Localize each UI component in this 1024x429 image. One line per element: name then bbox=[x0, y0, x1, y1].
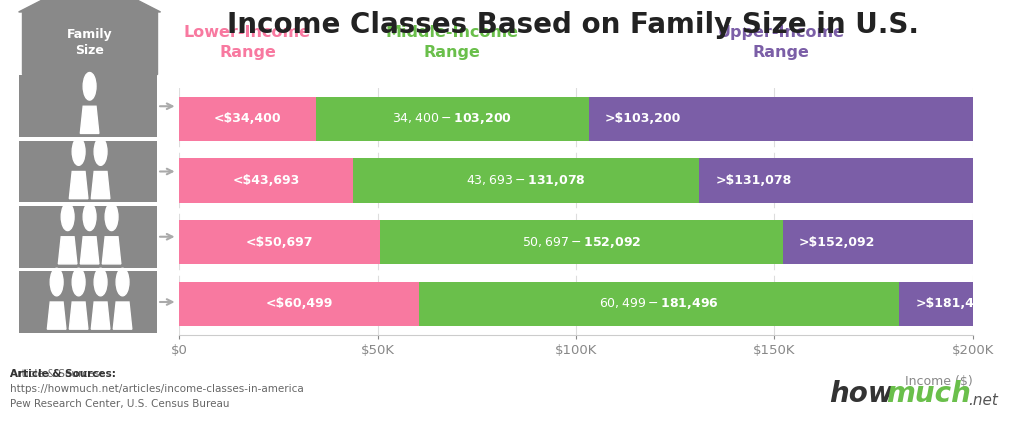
Polygon shape bbox=[91, 172, 110, 199]
Text: Lower-Income
Range: Lower-Income Range bbox=[184, 25, 311, 60]
Text: $34,400 - $103,200: $34,400 - $103,200 bbox=[392, 111, 512, 126]
Text: <$43,693: <$43,693 bbox=[232, 174, 299, 187]
Circle shape bbox=[50, 268, 63, 296]
Text: $50,697 - $152,092: $50,697 - $152,092 bbox=[522, 235, 641, 250]
Circle shape bbox=[83, 203, 96, 230]
Text: Article & Sources:
https://howmuch.net/articles/income-classes-in-america
Pew Re: Article & Sources: https://howmuch.net/a… bbox=[10, 369, 304, 408]
Circle shape bbox=[83, 73, 96, 100]
Bar bbox=[589, 97, 973, 141]
Bar bbox=[899, 281, 973, 326]
Bar bbox=[179, 158, 352, 202]
Circle shape bbox=[73, 138, 85, 165]
Bar bbox=[18, 271, 158, 333]
Text: <$50,697: <$50,697 bbox=[246, 236, 313, 249]
Circle shape bbox=[94, 268, 106, 296]
Text: $60,499 - $181,496: $60,499 - $181,496 bbox=[599, 296, 719, 311]
Bar bbox=[419, 281, 899, 326]
Bar bbox=[18, 76, 158, 137]
Polygon shape bbox=[58, 237, 77, 264]
Circle shape bbox=[116, 268, 129, 296]
Circle shape bbox=[73, 268, 85, 296]
Bar bbox=[179, 97, 315, 141]
Polygon shape bbox=[114, 302, 132, 329]
Bar bbox=[699, 158, 973, 202]
Text: Family
Size: Family Size bbox=[67, 28, 113, 57]
Text: $43,693 - $131,078: $43,693 - $131,078 bbox=[466, 173, 586, 188]
Polygon shape bbox=[102, 237, 121, 264]
Polygon shape bbox=[70, 302, 88, 329]
Polygon shape bbox=[47, 302, 66, 329]
Polygon shape bbox=[91, 302, 110, 329]
Text: >$103,200: >$103,200 bbox=[604, 112, 681, 125]
Polygon shape bbox=[70, 172, 88, 199]
Bar bbox=[18, 141, 158, 202]
Bar bbox=[18, 206, 158, 268]
Text: >$131,078: >$131,078 bbox=[715, 174, 792, 187]
Polygon shape bbox=[80, 106, 99, 133]
Text: Upper-Income
Range: Upper-Income Range bbox=[717, 25, 844, 60]
Circle shape bbox=[105, 203, 118, 230]
Polygon shape bbox=[80, 237, 99, 264]
Bar bbox=[315, 97, 589, 141]
Circle shape bbox=[61, 203, 74, 230]
Text: much: much bbox=[886, 380, 971, 408]
Text: >$152,092: >$152,092 bbox=[799, 236, 874, 249]
Text: <$60,499: <$60,499 bbox=[265, 297, 333, 310]
Bar bbox=[179, 281, 419, 326]
Text: .net: .net bbox=[968, 393, 997, 408]
Circle shape bbox=[94, 138, 106, 165]
Text: <$34,400: <$34,400 bbox=[214, 112, 282, 125]
Bar bbox=[352, 158, 699, 202]
Polygon shape bbox=[23, 12, 158, 74]
Text: Income ($): Income ($) bbox=[905, 375, 973, 388]
Text: how: how bbox=[829, 380, 894, 408]
Bar bbox=[380, 220, 782, 264]
Bar bbox=[179, 220, 380, 264]
Text: Income Classes Based on Family Size in U.S.: Income Classes Based on Family Size in U… bbox=[227, 11, 920, 39]
Text: >$181,496: >$181,496 bbox=[915, 297, 991, 310]
Text: Middle-Income
Range: Middle-Income Range bbox=[386, 25, 519, 60]
Text: Article & Sources:: Article & Sources: bbox=[10, 369, 116, 379]
Bar bbox=[782, 220, 973, 264]
Polygon shape bbox=[18, 0, 161, 12]
